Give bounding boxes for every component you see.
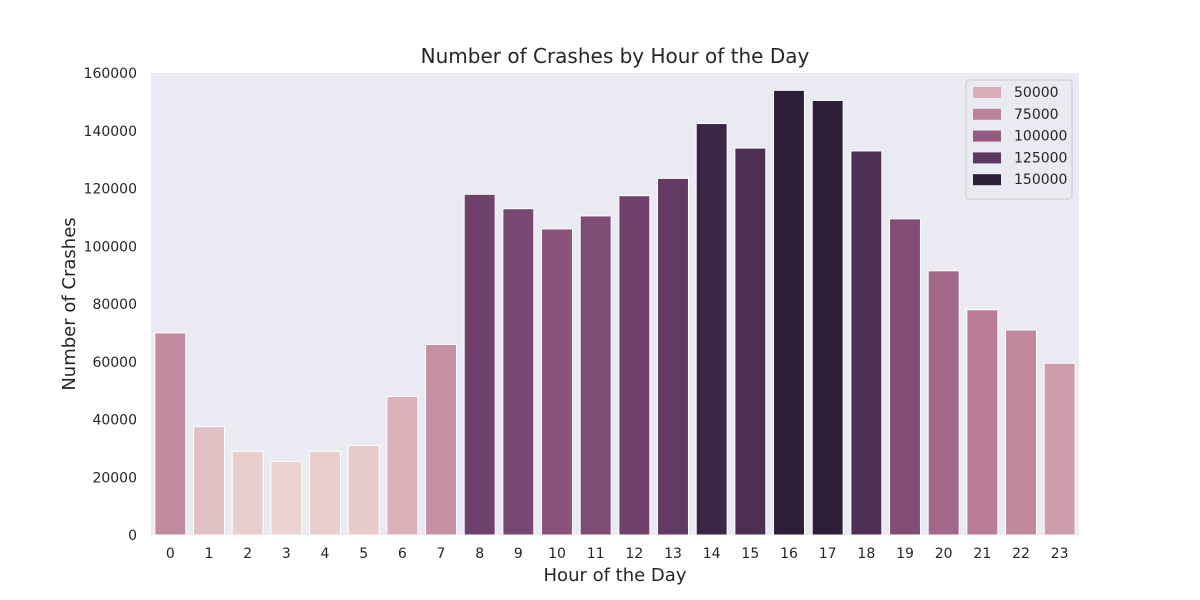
bar-hour-0 [154,332,187,536]
x-tick-label: 15 [741,546,759,562]
legend-label: 100000 [1014,129,1067,145]
bar-hour-6 [386,395,419,536]
bar-hour-14 [695,123,728,536]
legend-label: 125000 [1014,150,1067,166]
x-tick-label: 16 [780,546,798,562]
bar-hour-13 [657,177,689,536]
legend-swatch [973,87,1001,98]
x-tick-label: 22 [1012,546,1030,562]
bar-hour-5 [347,444,380,536]
x-tick-label: 2 [243,546,252,562]
y-tick-label: 40000 [92,413,137,429]
x-tick-label: 9 [514,546,523,562]
bar-hour-16 [773,89,805,536]
x-tick-label: 18 [857,546,875,562]
y-tick-label: 140000 [84,124,137,140]
x-tick-label: 5 [359,546,368,562]
x-tick-label: 11 [587,546,605,562]
x-tick-label: 19 [896,546,914,562]
bar-hour-10 [541,228,573,536]
bar-hour-12 [618,195,651,536]
chart-title: Number of Crashes by Hour of the Day [421,44,810,68]
x-tick-label: 12 [625,546,643,562]
x-tick-label: 0 [166,546,175,562]
y-tick-label: 20000 [92,470,137,486]
y-tick-label: 0 [128,528,137,544]
x-tick-label: 20 [935,546,953,562]
x-tick-label: 3 [282,546,291,562]
bar-hour-15 [734,147,767,536]
bar-hour-17 [811,99,844,536]
x-axis-title: Hour of the Day [544,565,687,586]
bar-hour-1 [193,426,225,536]
x-tick-label: 7 [437,546,446,562]
bar-hour-4 [309,450,341,536]
bar-hour-22 [1005,329,1037,536]
y-tick-label: 80000 [92,297,137,313]
y-tick-label: 60000 [92,355,137,371]
bar-hour-20 [927,270,960,536]
y-tick-label: 120000 [84,182,137,198]
plot-area [151,73,1079,535]
legend: 50000 75000 100000 125000 150000 [965,79,1073,200]
bar-hour-2 [231,450,264,536]
x-tick-label: 4 [321,546,330,562]
x-tick-label: 6 [398,546,407,562]
legend-label: 50000 [1014,85,1059,101]
x-tick-label: 8 [475,546,484,562]
x-tick-label: 10 [548,546,566,562]
x-tick-label: 1 [205,546,214,562]
y-tick-labels: 0 20000 40000 60000 80000 100000 120000 140000 1… [84,66,137,544]
x-tick-label: 21 [973,546,991,562]
bars-group [154,89,1076,536]
y-axis-title: Number of Crashes [59,217,80,390]
y-tick-label: 160000 [84,66,137,82]
x-tick-label: 13 [664,546,682,562]
legend-swatch [973,130,1001,142]
bar-hour-7 [425,343,457,536]
y-tick-label: 100000 [84,239,137,255]
legend-swatch [973,108,1001,120]
bar-hour-11 [579,215,612,536]
bar-hour-3 [270,460,303,536]
bar-hour-23 [1043,362,1076,536]
x-tick-label: 23 [1051,546,1069,562]
legend-label: 150000 [1014,172,1067,188]
legend-swatch [973,174,1001,186]
legend-swatch [973,152,1001,164]
x-tick-label: 17 [819,546,837,562]
x-tick-label: 14 [703,546,721,562]
bar-hour-19 [889,218,921,536]
bar-hour-9 [502,208,535,536]
bar-hour-21 [966,309,999,536]
bar-hour-18 [850,150,883,536]
bar-hour-8 [463,193,496,536]
x-tick-labels: 0 1 2 3 4 5 6 7 8 9 10 11 12 13 14 15 16 17 18 19 20 21 22 23 [166,546,1069,562]
legend-label: 75000 [1014,107,1059,123]
